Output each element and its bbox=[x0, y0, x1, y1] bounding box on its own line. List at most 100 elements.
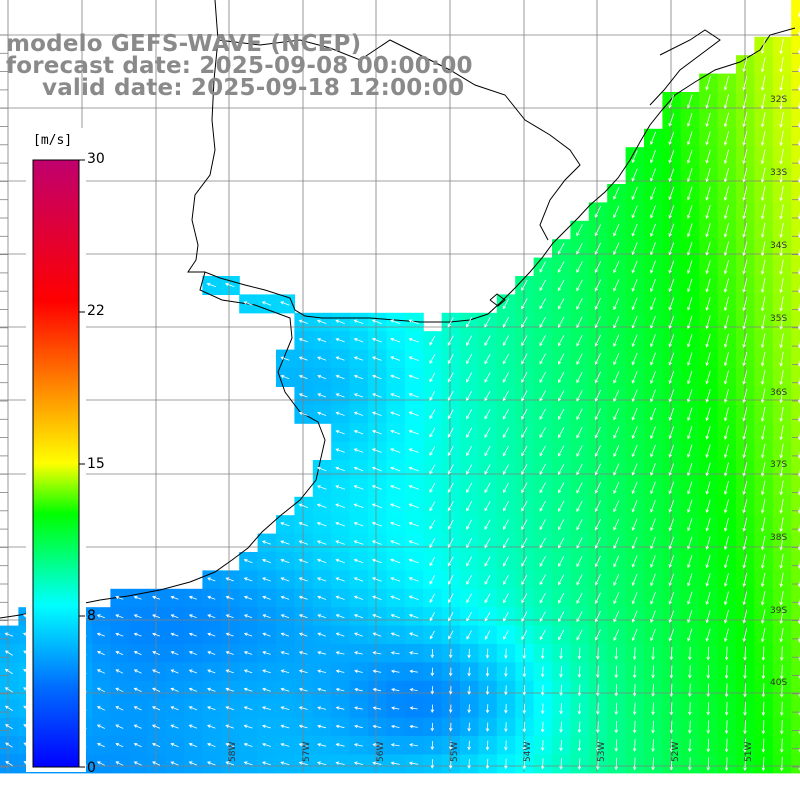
wind-arrow bbox=[760, 407, 766, 422]
wind-cell bbox=[791, 478, 800, 498]
wind-arrow bbox=[391, 688, 400, 692]
wind-arrow bbox=[631, 481, 638, 495]
wind-arrow bbox=[408, 503, 419, 509]
wind-arrow bbox=[557, 261, 565, 273]
wind-arrow bbox=[576, 482, 583, 494]
wind-arrow bbox=[115, 632, 124, 637]
wind-arrow bbox=[650, 186, 656, 201]
wind-cell bbox=[515, 570, 535, 590]
wind-arrow bbox=[504, 648, 508, 659]
wind-arrow bbox=[576, 334, 583, 347]
wind-cell bbox=[515, 625, 535, 645]
wind-arrow bbox=[335, 503, 345, 508]
wind-arrow bbox=[540, 684, 545, 696]
wind-arrow bbox=[760, 591, 766, 606]
wind-arrow bbox=[631, 408, 638, 421]
wind-arrow bbox=[207, 669, 216, 674]
wind-arrow bbox=[335, 577, 345, 582]
wind-arrow bbox=[502, 298, 510, 310]
wind-cell bbox=[423, 552, 443, 571]
wind-cell bbox=[570, 496, 590, 516]
wind-cell bbox=[533, 276, 553, 295]
wind-arrow bbox=[448, 686, 453, 695]
wind-arrow bbox=[594, 334, 601, 347]
wind-arrow bbox=[225, 761, 235, 766]
wind-cell bbox=[423, 496, 443, 516]
wind-arrow bbox=[280, 356, 290, 361]
wind-arrow bbox=[521, 556, 528, 567]
wind-cell bbox=[496, 349, 516, 369]
wind-arrow bbox=[742, 296, 748, 312]
wind-cell bbox=[441, 496, 461, 516]
wind-arrow bbox=[430, 759, 435, 769]
wind-arrow bbox=[577, 702, 582, 715]
wind-arrow bbox=[688, 738, 692, 753]
wind-arrow bbox=[760, 315, 766, 330]
wind-arrow bbox=[429, 335, 436, 346]
wind-arrow bbox=[632, 665, 637, 679]
wind-cell bbox=[515, 496, 535, 516]
wind-cell bbox=[791, 515, 800, 535]
wind-cell bbox=[552, 386, 571, 406]
wind-arrow bbox=[467, 740, 471, 751]
wind-arrow bbox=[372, 393, 382, 398]
wind-arrow bbox=[760, 167, 766, 183]
wind-cell bbox=[496, 312, 516, 332]
wind-arrow bbox=[335, 595, 345, 600]
wind-arrow bbox=[485, 704, 490, 714]
wind-arrow bbox=[447, 501, 454, 512]
wind-cell bbox=[552, 460, 571, 479]
wind-arrow bbox=[594, 463, 601, 476]
wind-arrow bbox=[761, 756, 766, 772]
wind-cell bbox=[496, 368, 516, 387]
wind-arrow bbox=[688, 646, 692, 661]
wind-arrow bbox=[650, 518, 656, 531]
wind-arrow bbox=[742, 57, 748, 73]
wind-cell bbox=[588, 515, 608, 535]
wind-arrow bbox=[742, 333, 748, 349]
wind-cell bbox=[791, 368, 800, 387]
wind-cell bbox=[791, 644, 800, 663]
wind-arrow bbox=[631, 444, 638, 458]
wind-cell bbox=[588, 496, 608, 516]
wind-arrow bbox=[760, 351, 766, 367]
wind-arrow bbox=[723, 278, 729, 293]
wind-cell bbox=[791, 699, 800, 719]
wind-arrow bbox=[224, 282, 235, 288]
wind-arrow bbox=[353, 374, 364, 380]
wind-arrow bbox=[631, 536, 638, 550]
wind-arrow bbox=[466, 427, 473, 438]
wind-arrow bbox=[613, 537, 620, 550]
wind-cell bbox=[478, 349, 498, 369]
wind-arrow bbox=[632, 720, 637, 734]
wind-cell bbox=[441, 423, 461, 443]
wind-arrow bbox=[4, 668, 14, 675]
wind-cell bbox=[791, 570, 800, 590]
wind-arrow bbox=[539, 464, 546, 475]
wind-arrow bbox=[668, 444, 675, 458]
wind-cell bbox=[791, 0, 800, 19]
wind-cell bbox=[588, 625, 608, 645]
wind-arrow bbox=[133, 651, 142, 656]
wind-arrow bbox=[668, 334, 675, 348]
wind-arrow bbox=[723, 131, 729, 146]
wind-arrow bbox=[613, 500, 620, 513]
wind-arrow bbox=[225, 632, 234, 637]
wind-arrow bbox=[576, 390, 583, 402]
wind-arrow bbox=[558, 353, 565, 365]
wind-arrow bbox=[631, 187, 638, 200]
wind-arrow bbox=[780, 719, 784, 735]
wind-arrow bbox=[372, 687, 382, 692]
wind-arrow bbox=[391, 706, 400, 710]
wind-arrow bbox=[742, 223, 748, 238]
wind-arrow bbox=[650, 297, 656, 311]
wind-cell bbox=[441, 404, 461, 424]
wind-arrow bbox=[576, 353, 583, 365]
wind-arrow bbox=[372, 356, 382, 361]
wind-arrow bbox=[650, 389, 656, 403]
wind-cell bbox=[478, 533, 498, 553]
lat-label-37s: 37S bbox=[770, 460, 788, 470]
wind-arrow bbox=[779, 204, 784, 220]
wind-arrow bbox=[780, 664, 784, 680]
wind-arrow bbox=[558, 463, 565, 476]
